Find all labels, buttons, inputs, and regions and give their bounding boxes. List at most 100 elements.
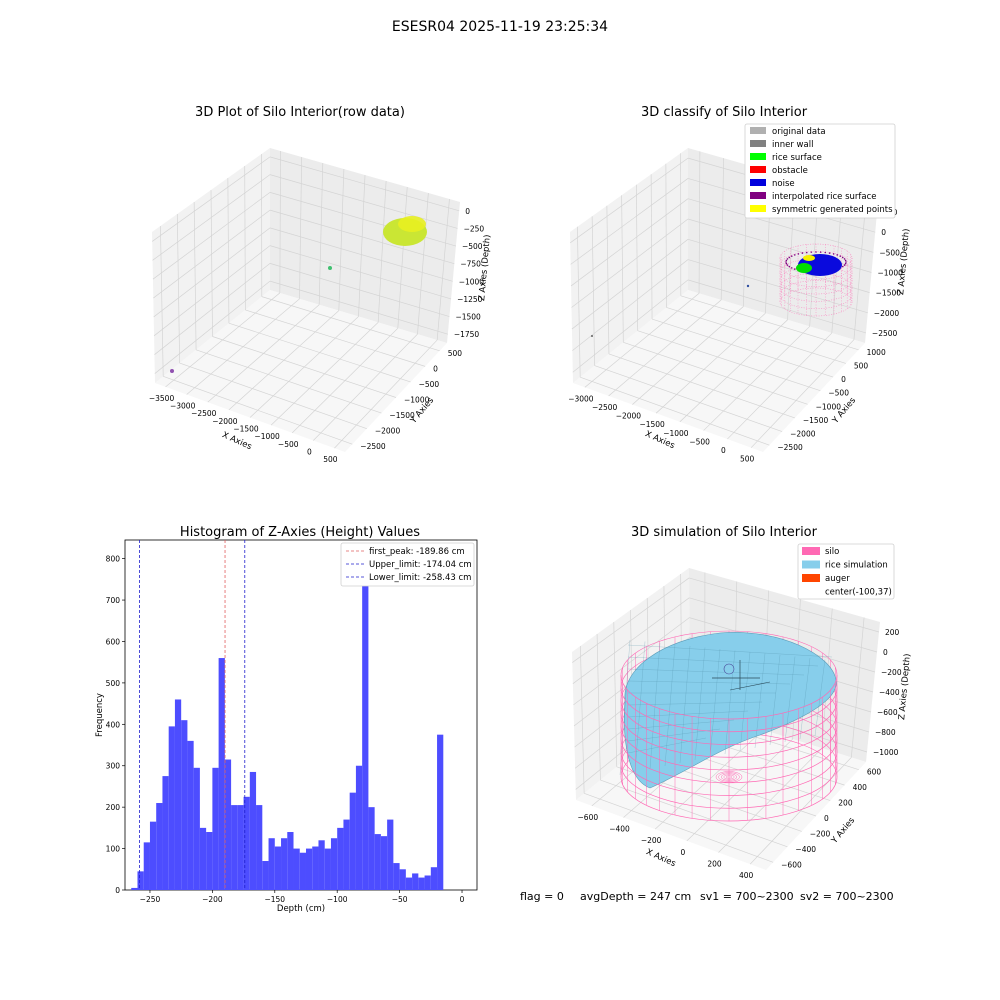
histogram-bar <box>193 767 200 890</box>
sim-z-ticks: 200 0 −200 −400 −600 −800 −1000 <box>873 628 902 757</box>
grid-line-y <box>179 362 367 429</box>
histogram-bar <box>374 834 381 890</box>
y-tick-label: 500 <box>854 361 869 370</box>
x-tick-label: 200 <box>707 860 722 869</box>
z-tick-label: −1000 <box>873 748 899 757</box>
y-tick-label: 200 <box>838 799 853 808</box>
legend-label: Lower_limit: -258.43 cm <box>369 573 471 583</box>
histogram-bar <box>355 765 363 890</box>
grid-line-y <box>608 353 795 419</box>
classify-point-outlier-far <box>591 335 593 337</box>
x-tick-label: −150 <box>264 895 285 904</box>
histogram-bar <box>318 840 325 890</box>
histogram-bar <box>380 836 388 890</box>
interpolated-point <box>786 258 789 260</box>
classify-floor-pane <box>573 290 865 452</box>
x-tick-label: −600 <box>578 813 599 822</box>
y-tick-label: 0 <box>824 814 829 823</box>
x-tick-label: 0 <box>307 448 312 457</box>
histogram-bar <box>418 877 425 890</box>
grid-line-z <box>153 227 271 318</box>
histogram-bar <box>268 838 275 890</box>
grid-line-z <box>154 280 271 374</box>
x-tick-label: −1000 <box>663 429 689 438</box>
rice-mesh-line <box>627 701 763 706</box>
footer-avg-depth: avgDepth = 247 cm <box>580 890 691 903</box>
grid-line-y <box>594 365 783 432</box>
y-tick-label: 200 <box>106 803 121 812</box>
grid-line-z <box>151 156 271 242</box>
z-tick-label: −200 <box>881 668 902 677</box>
z-tick-label: 0 <box>465 207 470 216</box>
histogram-bar <box>330 838 338 890</box>
grid-line-x-wall <box>318 162 324 305</box>
y-tick-label: 0 <box>841 375 846 384</box>
sim-silo-wireframe-front <box>620 674 838 822</box>
histogram-legend-box <box>340 542 475 587</box>
rice-mesh-line <box>739 651 751 752</box>
legend-swatch <box>750 192 766 199</box>
rice-mesh-line <box>649 642 661 770</box>
figure-suptitle: ESESR04 2025-11-19 23:25:34 <box>392 19 608 35</box>
z-tick-label: −1500 <box>876 289 902 298</box>
raw-left-pane <box>152 148 270 383</box>
rice-mesh-line <box>619 639 631 776</box>
histogram-bar <box>231 805 238 890</box>
y-tick-label: −2000 <box>375 427 401 436</box>
x-tick-label: −250 <box>140 895 161 904</box>
classify-legend-items: original data inner wall rice surface obsta… <box>750 127 893 215</box>
grid-line-z <box>570 198 689 287</box>
histogram-bar <box>424 875 431 890</box>
x-tick-label: 500 <box>740 455 755 464</box>
y-tick-label: 400 <box>853 783 868 792</box>
footer-sv1: sv1 = 700~2300 <box>700 890 794 903</box>
histogram-bar <box>405 877 413 890</box>
y-tick-label: 0 <box>115 886 120 895</box>
histogram-bar <box>187 740 194 890</box>
grid-line-z <box>152 174 271 261</box>
interpolated-point <box>819 251 822 253</box>
grid-line-z-back <box>269 245 452 300</box>
y-tick-label: 800 <box>106 555 121 564</box>
legend-label: first_peak: -189.86 cm <box>369 547 465 557</box>
x-tick-label: −100 <box>327 895 348 904</box>
sim-x-ticks: −600 −400 −200 0 200 400 <box>578 813 754 880</box>
x-tick-label: −3000 <box>568 394 594 403</box>
classify-plot-title: 3D classify of Silo Interior <box>641 105 808 120</box>
simulation-legend-box <box>797 543 895 600</box>
grid-line-z <box>570 178 689 265</box>
rice-mesh-line <box>627 719 735 730</box>
interpolated-point <box>836 254 839 256</box>
histogram-bar <box>412 873 419 890</box>
x-tick-label: −2000 <box>616 412 642 421</box>
grid-line-z <box>571 239 689 330</box>
grid-line-z-back <box>687 279 867 334</box>
histogram-bar <box>181 720 188 890</box>
x-tick-label: −3000 <box>170 402 196 411</box>
legend-swatch <box>802 547 820 555</box>
histogram-y-ticks: 0 100 200 300 400 500 600 700 800 <box>106 555 125 895</box>
y-tick-label: 600 <box>106 637 121 646</box>
legend-label: symmetric generated points <box>772 205 893 215</box>
interpolated-point <box>797 253 800 255</box>
y-tick-label: 500 <box>106 679 121 688</box>
y-tick-label: −1500 <box>803 416 829 425</box>
rice-mesh-line <box>627 644 833 658</box>
grid-line-z-back <box>269 174 458 229</box>
histogram-bar <box>156 803 163 890</box>
grid-line-y <box>245 309 426 367</box>
interpolated-point <box>785 262 788 265</box>
histogram-bar <box>349 792 356 890</box>
histogram-bar <box>262 861 269 890</box>
x-tick-label: −2000 <box>212 417 238 426</box>
z-tick-label: −400 <box>879 688 900 697</box>
grid-line-y-wall <box>160 225 164 377</box>
histogram-bar <box>224 759 232 890</box>
raw-point-outlier-far <box>170 369 174 373</box>
histogram-x-label: Depth (cm) <box>277 904 325 914</box>
raw-plot-title: 3D Plot of Silo Interior(row data) <box>195 105 405 120</box>
classify-3d-plot: 3D classify of Silo Interior −3000−2500−… <box>568 105 912 464</box>
legend-swatch <box>802 560 820 569</box>
grid-line-z <box>154 263 271 355</box>
y-tick-label: −500 <box>419 380 440 389</box>
